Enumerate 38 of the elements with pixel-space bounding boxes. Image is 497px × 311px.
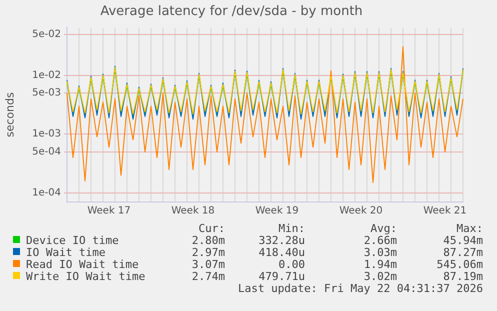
text: 87.19m — [443, 270, 483, 283]
legend-label: Write IO Wait time — [26, 270, 146, 283]
text: 1.94m — [362, 258, 397, 271]
text: Avg: — [370, 222, 397, 235]
x-tick-label: Week 19 — [255, 206, 299, 217]
y-tick-label: 5e-04 — [32, 146, 61, 158]
text: 0.00 — [278, 258, 305, 271]
text: 479.71u — [258, 270, 305, 283]
x-tick-label: Week 17 — [87, 206, 131, 217]
legend-label: Device IO time — [26, 234, 119, 247]
text: 2.66m — [362, 234, 397, 247]
text: 332.28u — [258, 234, 305, 247]
text: 418.40u — [258, 246, 305, 259]
y-axis-title: seconds — [3, 92, 16, 138]
y-tick-label: 1e-02 — [32, 70, 61, 81]
text: 2.74m — [192, 270, 225, 283]
legend-label: Read IO Wait time — [26, 258, 139, 271]
text: 45.94m — [443, 234, 483, 247]
y-tick-label: 5e-02 — [32, 28, 61, 40]
chart-title: Average latency for /dev/sda - by month — [100, 4, 363, 20]
text: 545.06m — [436, 258, 483, 271]
text: Last update: Fri May 22 04:31:37 2026 — [236, 282, 484, 295]
y-tick-label: 5e-03 — [32, 88, 61, 99]
text: Max: — [456, 222, 483, 235]
x-tick-label: Week 20 — [339, 206, 383, 217]
text: 87.27m — [443, 246, 483, 259]
text: 3.02m — [362, 270, 397, 283]
x-tick-label: Week 18 — [171, 206, 215, 217]
x-tick-label: Week 21 — [423, 206, 467, 217]
text: 3.07m — [192, 258, 225, 271]
legend-label: IO Wait time — [26, 246, 106, 259]
text: 2.97m — [190, 246, 225, 259]
y-tick-label: 1e-03 — [32, 128, 61, 140]
text: Min: — [278, 222, 305, 235]
y-tick-label: 1e-04 — [32, 187, 61, 198]
text: 3.03m — [362, 246, 397, 259]
text: Cur: — [198, 222, 225, 235]
text: 2.80m — [190, 234, 225, 247]
